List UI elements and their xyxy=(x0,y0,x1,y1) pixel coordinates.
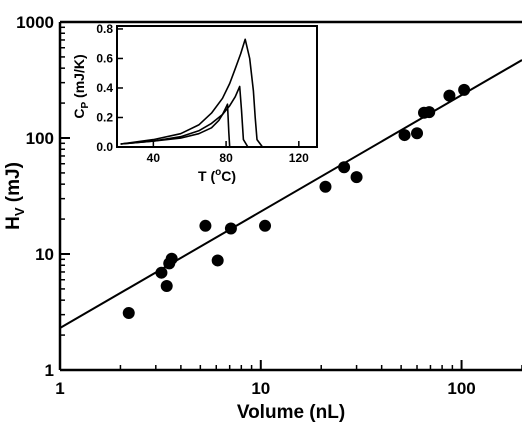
data-point xyxy=(458,83,471,96)
inset-x-tick-label: 40 xyxy=(147,151,161,165)
inset-series-line-3 xyxy=(120,38,317,148)
inset-y-tick-label: 0.6 xyxy=(96,51,113,65)
y-axis-label-subscript: V xyxy=(12,207,27,216)
y-tick-label: 1000 xyxy=(16,13,54,32)
inset-series-line-2 xyxy=(120,85,317,148)
data-point xyxy=(122,307,135,320)
main-plot: 1 10 100 1 10 100 1000 Volume (nL) HV (mJ) xyxy=(3,13,522,423)
y-tick-label: 1 xyxy=(45,361,54,380)
inset-x-tick-label: 80 xyxy=(219,151,233,165)
data-point xyxy=(350,171,363,184)
data-point xyxy=(224,222,237,235)
inset-y-tick-label: 0.0 xyxy=(96,140,113,154)
inset-x-axis-label-superscript: o xyxy=(215,167,221,178)
data-point xyxy=(165,252,178,265)
inset-y-axis-label-main: C xyxy=(71,109,87,119)
data-point xyxy=(319,180,332,193)
y-axis-label-unit: (mJ) xyxy=(3,162,24,207)
y-axis-label: HV (mJ) xyxy=(3,162,27,230)
inset-plot: 40 80 120 0.0 0.2 0.4 0.6 0.8 T (oC) CP (mJ/K) xyxy=(71,22,318,184)
y-tick-label: 10 xyxy=(35,245,54,264)
y-tick-label: 100 xyxy=(26,129,54,148)
x-tick-label: 1 xyxy=(55,379,64,398)
data-point xyxy=(338,161,351,174)
inset-y-axis-label-unit: (mJ/K) xyxy=(71,54,87,101)
inset-frame xyxy=(116,25,318,148)
y-axis-label-main: H xyxy=(3,216,24,230)
data-point xyxy=(160,279,173,292)
inset-y-tick-label: 0.4 xyxy=(96,81,113,95)
data-point xyxy=(211,254,224,267)
fit-line xyxy=(59,59,522,329)
data-point xyxy=(398,129,411,142)
data-point xyxy=(259,219,272,232)
inset-y-tick-label: 0.2 xyxy=(96,110,113,124)
inset-y-axis-label-subscript: P xyxy=(80,102,91,109)
inset-x-axis-label: T (oC) xyxy=(198,167,236,184)
data-point xyxy=(443,89,456,102)
inset-x-axis-label-unit: C) xyxy=(221,168,236,184)
x-axis-label: Volume (nL) xyxy=(237,402,345,423)
inset-y-tick-label: 0.8 xyxy=(96,22,113,36)
x-tick-label: 100 xyxy=(447,379,475,398)
inset-x-tick-label: 120 xyxy=(289,151,309,165)
x-tick-label: 10 xyxy=(251,379,270,398)
data-point xyxy=(155,266,168,279)
data-point xyxy=(199,219,212,232)
data-point xyxy=(411,127,424,140)
inset-x-axis-label-main: T ( xyxy=(198,168,215,184)
data-point xyxy=(423,106,436,119)
inset-y-axis-label: CP (mJ/K) xyxy=(71,54,91,118)
